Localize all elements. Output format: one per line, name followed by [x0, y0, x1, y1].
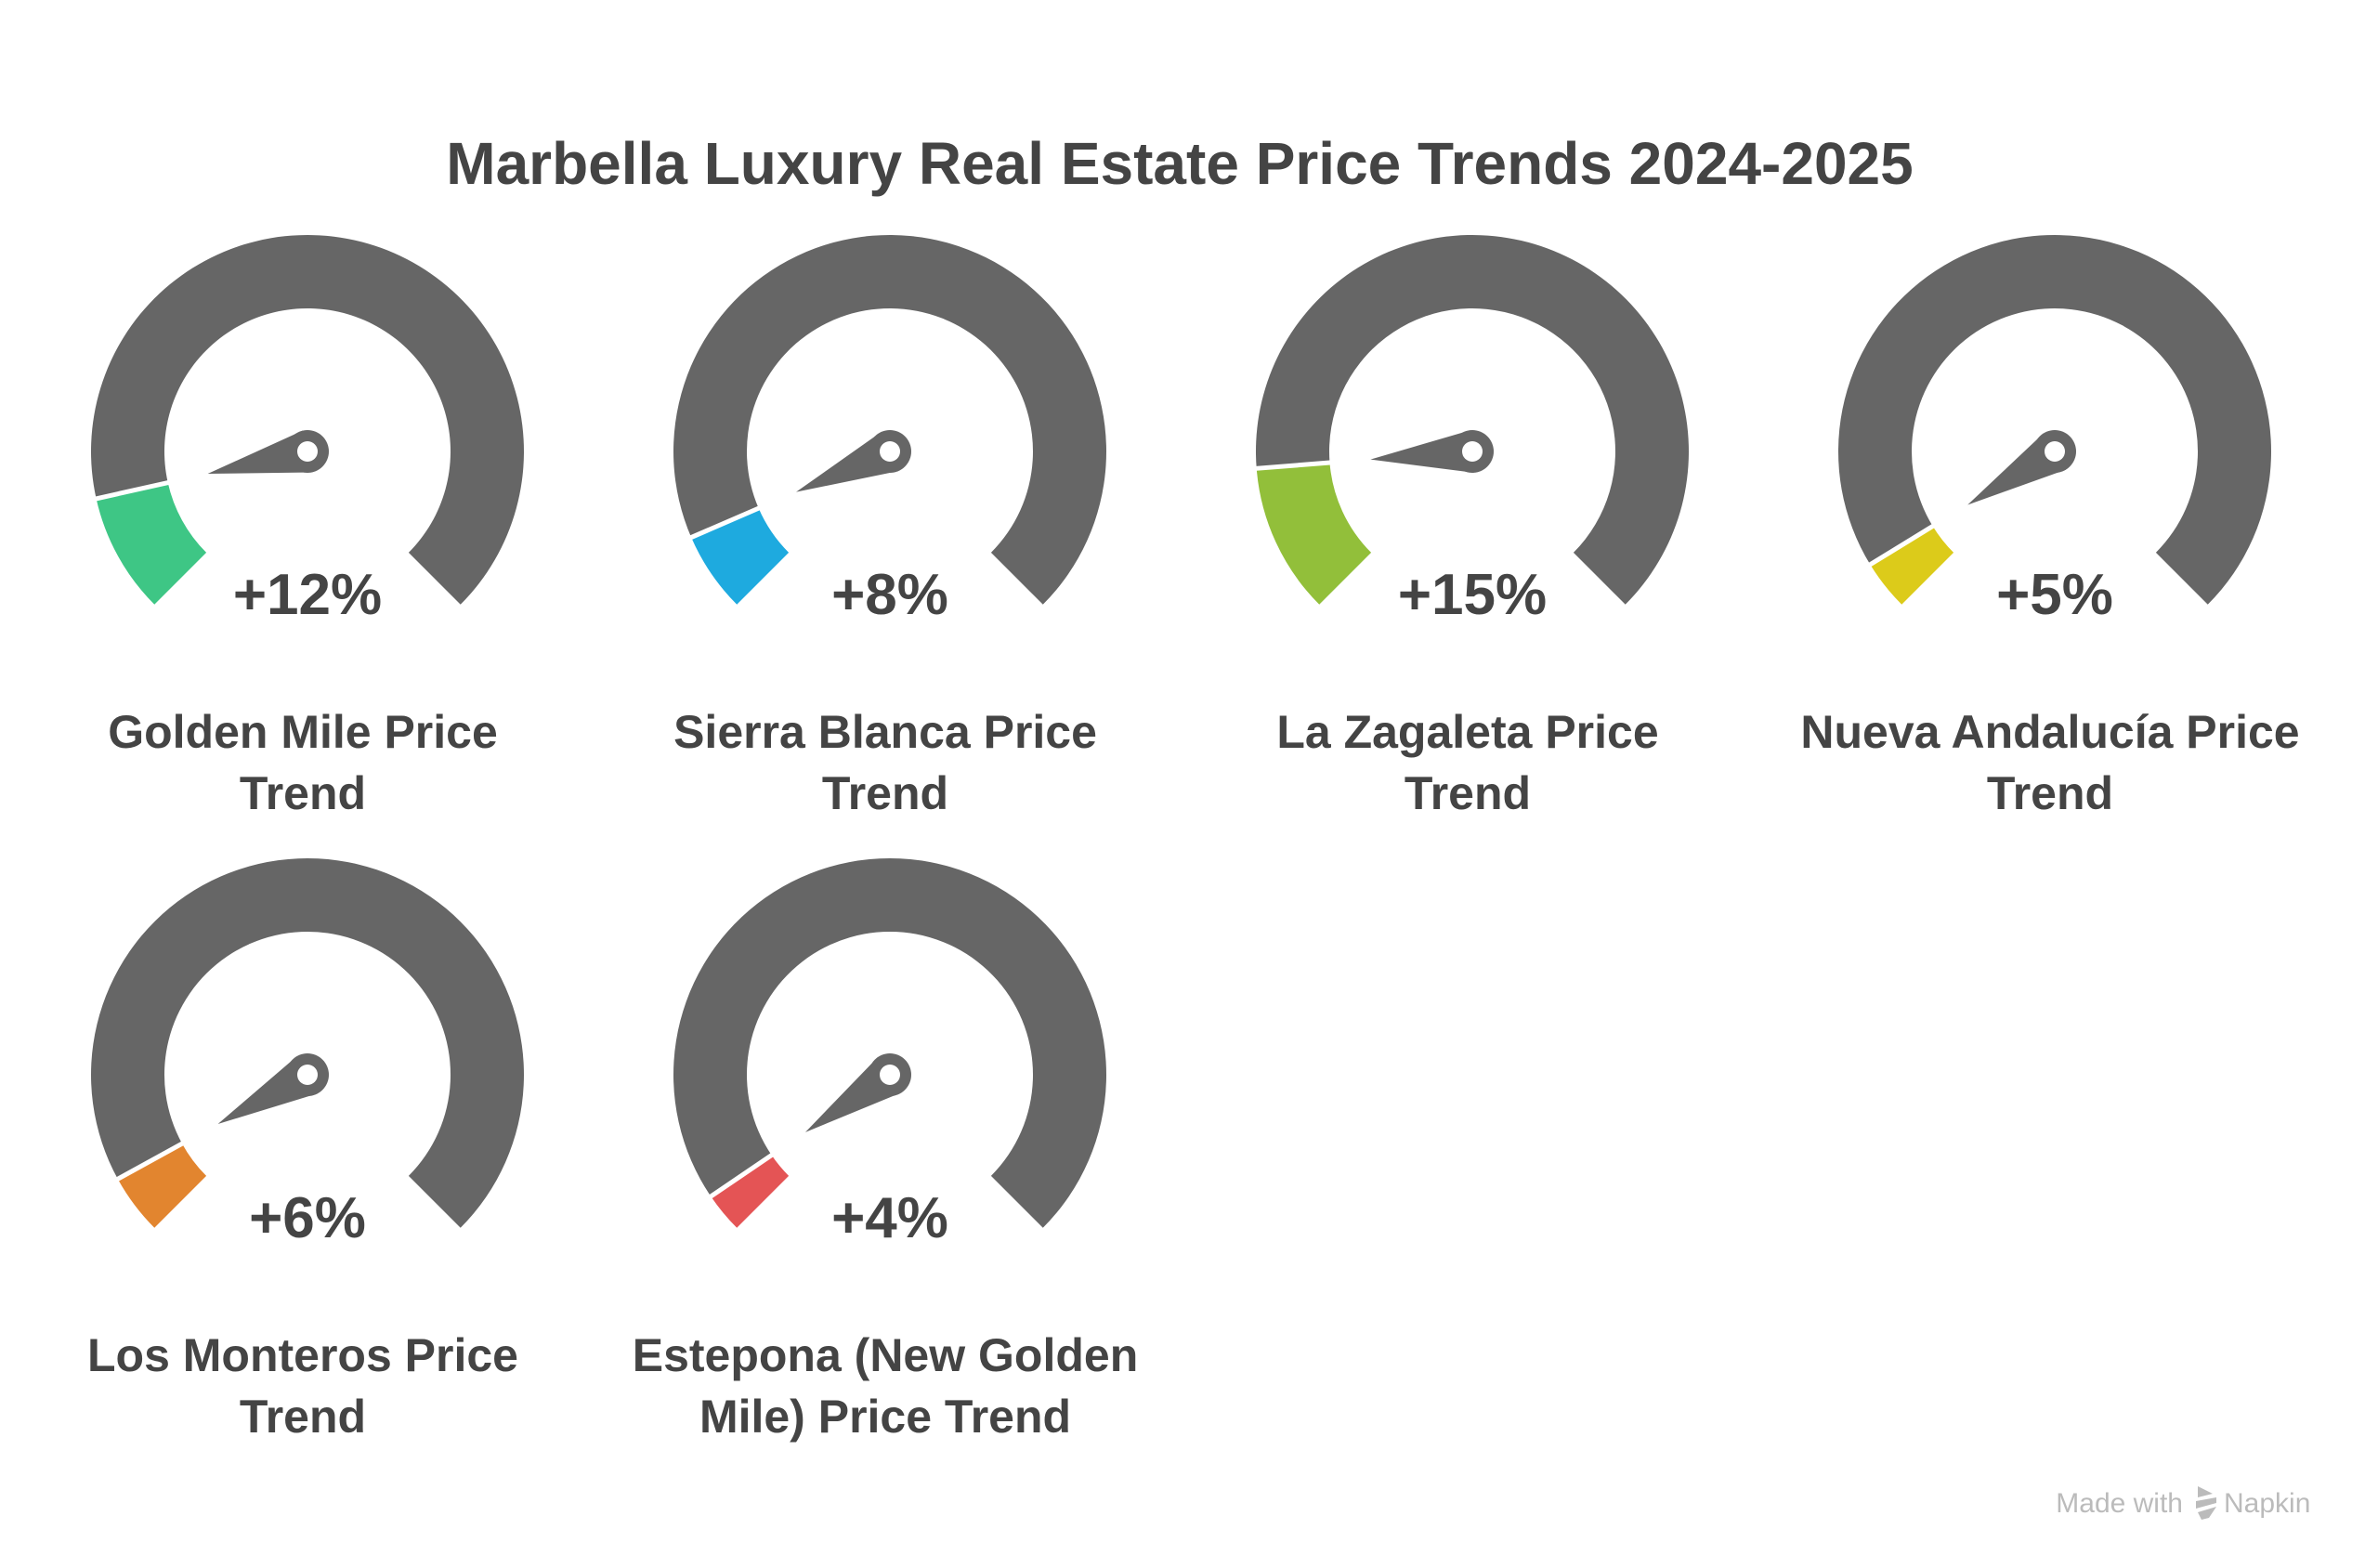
- gauge-needle: [1370, 430, 1474, 473]
- gauge-track: [1256, 234, 1690, 605]
- gauge-separator: [1254, 460, 1332, 471]
- gauge-separator: [94, 479, 171, 502]
- gauge-title: Trend: [1405, 767, 1531, 819]
- gauge-separator: [708, 1152, 775, 1200]
- gauge-value-arc: [1870, 526, 1954, 605]
- napkin-logo-icon: [2196, 1486, 2216, 1520]
- needle-hub-hole: [297, 1065, 318, 1085]
- gauge-value-arc: [117, 1143, 207, 1228]
- gauge-track: [91, 858, 524, 1228]
- gauge-title: Nueva Andalucía Price: [1800, 706, 2299, 758]
- gauge-value-label: +15%: [1398, 563, 1547, 627]
- gauge-separator: [1867, 523, 1936, 568]
- gauge-4: +6% Los Monteros Price Trend: [87, 858, 524, 1443]
- gauge-value-label: +5%: [1996, 563, 2113, 627]
- napkin-brand-text: Napkin: [2224, 1488, 2310, 1519]
- gauge-title: Trend: [1987, 767, 2113, 819]
- made-with-text: Made with: [2056, 1488, 2183, 1519]
- gauge-title: Sierra Blanca Price: [673, 706, 1097, 758]
- gauge-5: +4% Estepona (New Golden Mile) Price Trend: [633, 858, 1139, 1443]
- gauge-1: +8% Sierra Blanca Price Trend: [673, 235, 1106, 819]
- needle-hub-hole: [1462, 441, 1483, 462]
- gauge-2: +15% La Zagaleta Price Trend: [1254, 234, 1690, 819]
- gauge-value-arc: [711, 1155, 790, 1228]
- gauge-title: Trend: [240, 1391, 366, 1443]
- gauge-title: Trend: [822, 767, 948, 819]
- gauge-title: Los Monteros Price: [87, 1329, 518, 1381]
- gauge-0: +12% Golden Mile Price Trend: [91, 234, 525, 819]
- gauge-track: [673, 235, 1106, 605]
- gauge-title: Golden Mile Price: [108, 706, 498, 758]
- gauge-track: [673, 858, 1106, 1228]
- gauge-track: [1838, 235, 2271, 605]
- needle-hub-hole: [880, 441, 900, 462]
- gauge-title: Mile) Price Trend: [699, 1391, 1071, 1443]
- gauge-value-label: +6%: [249, 1186, 366, 1250]
- gauge-title: Trend: [240, 767, 366, 819]
- gauge-3: +5% Nueva Andalucía Price Trend: [1800, 235, 2300, 819]
- gauge-title: La Zagaleta Price: [1276, 706, 1658, 758]
- needle-hub-hole: [2045, 441, 2065, 462]
- gauge-value-label: +8%: [831, 563, 948, 627]
- gauge-separator: [114, 1141, 186, 1183]
- footer-watermark: Made with Napkin: [2056, 1486, 2310, 1520]
- gauge-value-arc: [96, 482, 207, 605]
- gauge-value-arc: [1256, 463, 1372, 605]
- gauge-separator: [688, 505, 762, 541]
- gauge-value-arc: [691, 508, 790, 605]
- gauge-track: [91, 234, 525, 605]
- needle-hub-hole: [297, 441, 318, 462]
- gauge-needle: [207, 430, 313, 474]
- gauge-value-label: +12%: [233, 563, 382, 627]
- gauge-title: Estepona (New Golden: [633, 1329, 1139, 1381]
- gauge-value-label: +4%: [831, 1186, 948, 1250]
- chart-title: Marbella Luxury Real Estate Price Trends…: [446, 130, 1913, 197]
- needle-hub-hole: [880, 1065, 900, 1085]
